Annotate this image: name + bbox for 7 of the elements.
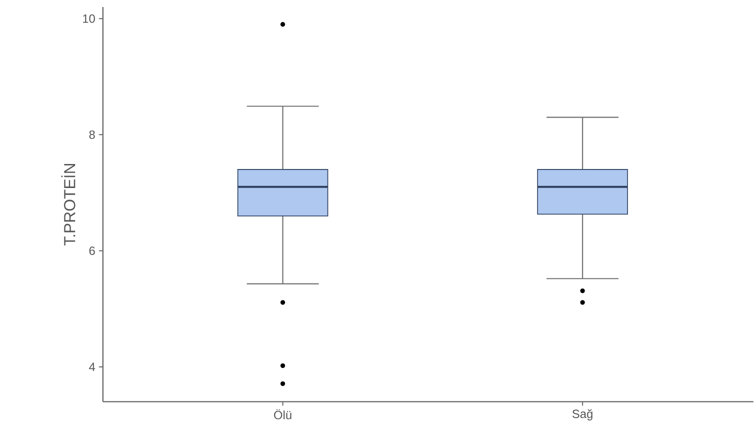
x-tick-label: Ölü bbox=[274, 409, 292, 420]
y-tick-label: 6 bbox=[89, 246, 95, 256]
y-tick-label: 4 bbox=[89, 362, 96, 372]
x-tick-label: Sağ bbox=[572, 409, 592, 421]
y-tick-label: 10 bbox=[83, 14, 95, 23]
y-tick-label: 8 bbox=[89, 130, 95, 140]
y-axis-title: T.PROTEİN bbox=[61, 164, 76, 246]
